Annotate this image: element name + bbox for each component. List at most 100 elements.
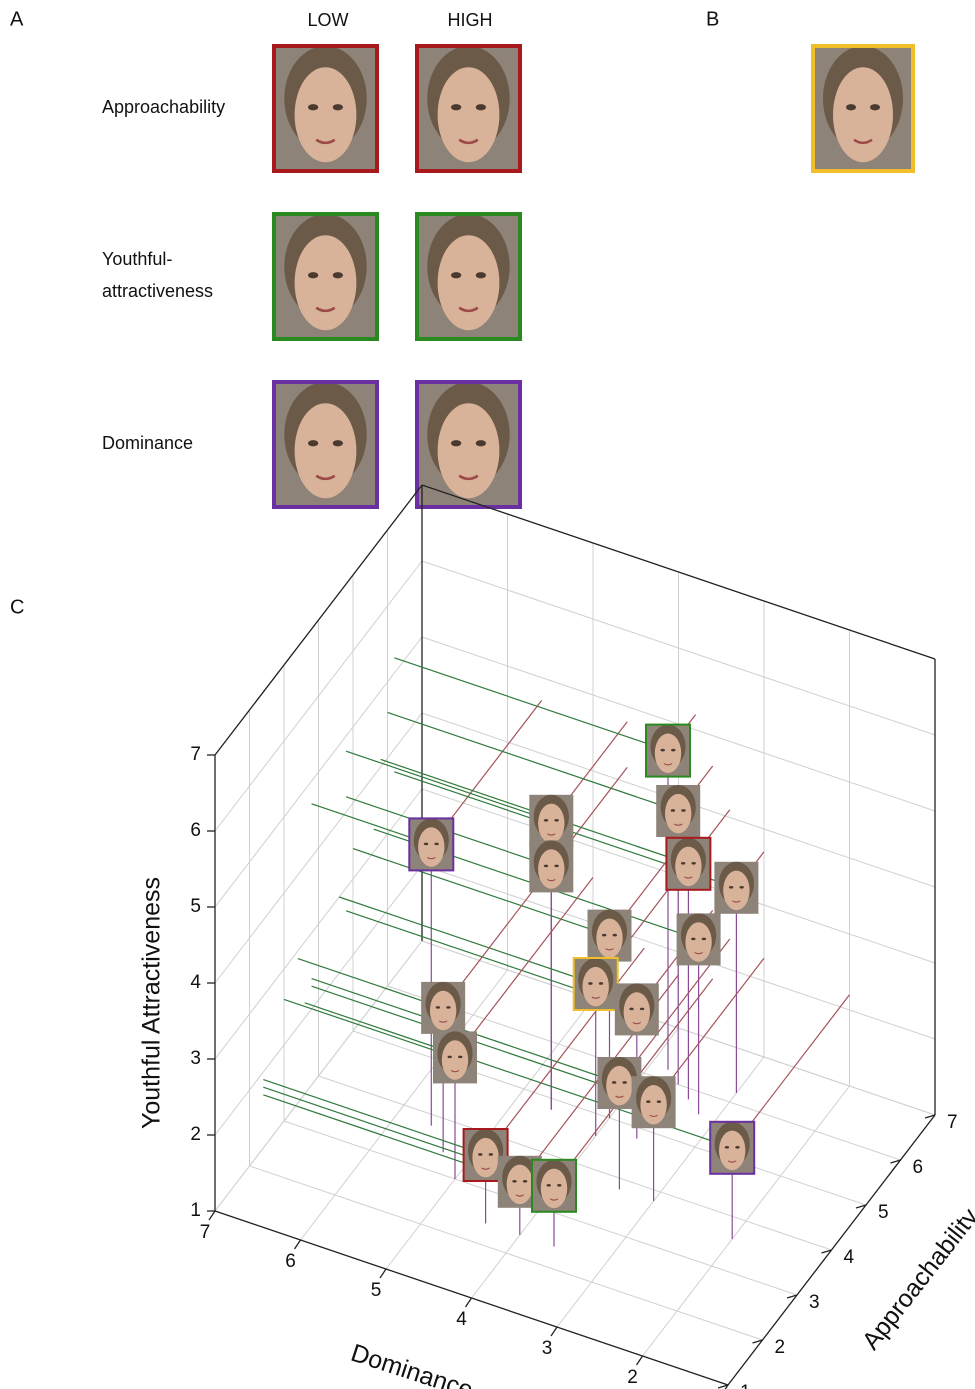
drop-line	[486, 948, 645, 1155]
point	[714, 862, 758, 914]
face-eye	[612, 1081, 616, 1084]
face-skin	[719, 1131, 745, 1171]
face-eye	[681, 862, 685, 865]
column-label: HIGH	[448, 10, 493, 30]
y-tick-label: 3	[809, 1292, 820, 1313]
face-eye	[629, 1008, 633, 1011]
face-skin	[295, 403, 357, 498]
face-image	[274, 382, 377, 507]
z-tick-label: 6	[190, 820, 201, 841]
point	[656, 785, 700, 837]
face-eye	[448, 1056, 452, 1059]
face-eye	[671, 809, 675, 812]
drop-line	[339, 897, 596, 984]
point	[529, 840, 573, 892]
point	[588, 910, 632, 962]
point	[632, 1076, 676, 1128]
face-eye	[333, 104, 343, 110]
panel-label: B	[706, 8, 719, 30]
face-skin	[472, 1138, 498, 1178]
face-eye	[554, 819, 558, 822]
face-eye	[661, 749, 665, 752]
face-eye	[308, 272, 318, 278]
x-axis-label: Dominance	[347, 1339, 476, 1389]
panel-label: C	[10, 596, 24, 618]
face-eye	[436, 1006, 440, 1009]
face-eye	[846, 104, 856, 110]
point	[409, 818, 453, 870]
face-eye	[640, 1008, 644, 1011]
face-skin	[418, 827, 444, 867]
face-eye	[613, 934, 617, 937]
tick-mark	[209, 1211, 215, 1220]
row-label: Dominance	[102, 433, 193, 453]
z-tick-label: 4	[190, 972, 201, 993]
tick-mark	[295, 1240, 301, 1249]
face-skin	[442, 1040, 468, 1080]
y-tick-label: 5	[878, 1202, 889, 1223]
x-tick-label: 2	[627, 1367, 638, 1388]
face-skin	[438, 67, 500, 162]
z-tick-label: 3	[190, 1048, 201, 1069]
face-eye	[725, 1146, 729, 1149]
face-skin	[507, 1165, 533, 1205]
face-eye	[599, 982, 603, 985]
face-eye	[478, 1153, 482, 1156]
face-eye	[544, 819, 548, 822]
face-skin	[640, 1085, 666, 1125]
face-eye	[622, 1081, 626, 1084]
point	[677, 913, 721, 965]
face-eye	[702, 938, 706, 941]
face-eye	[523, 1180, 527, 1183]
y-tick-label: 6	[913, 1157, 924, 1178]
x-tick-label: 3	[542, 1338, 553, 1359]
row-label: Approachability	[102, 97, 225, 117]
face-skin	[538, 804, 564, 844]
drop-line	[455, 877, 593, 1057]
tick-mark	[466, 1298, 472, 1307]
z-tick-label: 1	[190, 1200, 201, 1221]
face-skin	[583, 967, 609, 1007]
face-skin	[438, 235, 500, 330]
y-tick-label: 7	[947, 1112, 958, 1133]
face-eye	[476, 440, 486, 446]
tick-mark	[551, 1327, 557, 1336]
face-image	[274, 46, 377, 171]
tick-mark	[637, 1356, 643, 1365]
face-skin	[624, 992, 650, 1032]
figure: A LOW HIGH B C ApproachabilityYouthful-a…	[0, 0, 975, 1389]
face-skin	[655, 733, 681, 773]
y-tick-label: 1	[740, 1382, 751, 1389]
face-eye	[602, 934, 606, 937]
face-skin	[606, 1066, 632, 1106]
drop-line	[346, 751, 551, 821]
face-skin	[430, 991, 456, 1031]
point	[532, 1160, 576, 1212]
face-skin	[596, 918, 622, 958]
face-skin	[833, 67, 893, 162]
x-tick-label: 5	[371, 1280, 382, 1301]
z-tick-label: 2	[190, 1124, 201, 1145]
point	[574, 958, 618, 1010]
face-skin	[723, 871, 749, 911]
face-image	[417, 46, 520, 171]
face-eye	[735, 1146, 739, 1149]
face-eye	[308, 440, 318, 446]
face-image	[417, 214, 520, 339]
y-axis-label: Approachability	[857, 1203, 975, 1355]
z-axis-label: Youthful Attractiveness	[138, 877, 166, 1129]
face-eye	[451, 104, 461, 110]
face-skin	[685, 922, 711, 962]
point	[433, 1031, 477, 1083]
face-skin	[538, 849, 564, 889]
face-image	[813, 46, 913, 171]
face-eye	[691, 938, 695, 941]
z-tick-label: 7	[190, 744, 201, 765]
tick-mark	[380, 1269, 386, 1278]
face-eye	[657, 1100, 661, 1103]
face-eye	[434, 843, 438, 846]
face-eye	[544, 865, 548, 868]
x-tick-label: 6	[285, 1251, 296, 1272]
face-skin	[541, 1169, 567, 1209]
point	[646, 725, 690, 777]
